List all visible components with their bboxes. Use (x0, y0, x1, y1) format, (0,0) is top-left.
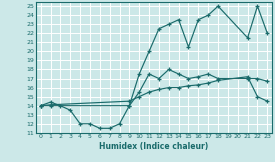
X-axis label: Humidex (Indice chaleur): Humidex (Indice chaleur) (99, 142, 209, 151)
